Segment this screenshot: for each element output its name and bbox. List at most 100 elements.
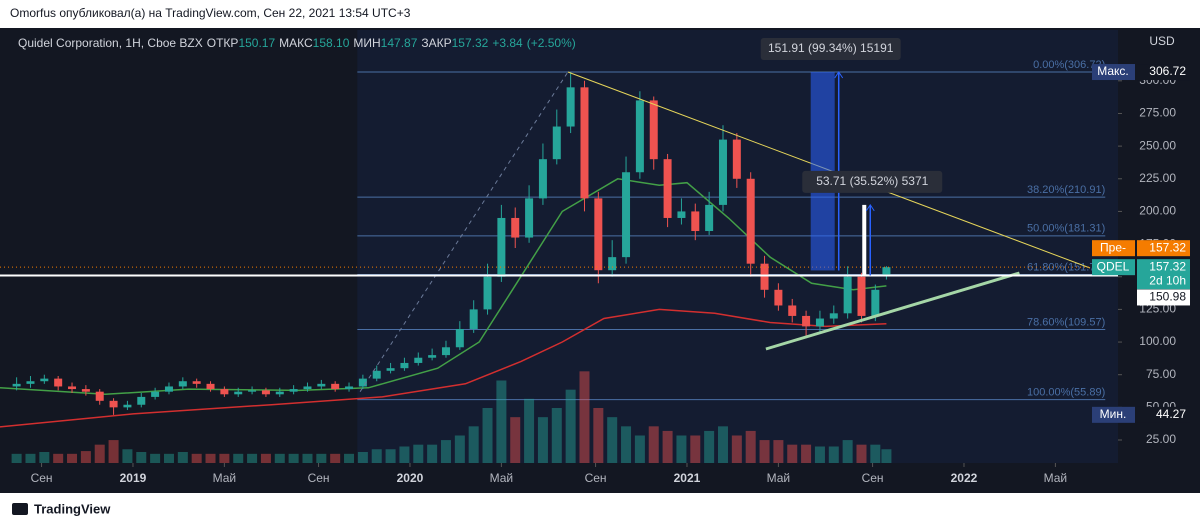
volume-bar [357, 452, 368, 463]
candle-body [206, 383, 215, 390]
badge-value: 157.32 [1149, 259, 1186, 273]
volume-bar [427, 444, 438, 463]
volume-bar [330, 453, 341, 463]
ohlc-label: ЗАКР [421, 36, 452, 50]
volume-bar [413, 444, 424, 463]
volume-bar [468, 426, 479, 463]
volume-bar [870, 444, 881, 463]
y-tick-label: 75.00 [1146, 367, 1176, 381]
candle-body [68, 386, 77, 390]
candle-body [857, 276, 866, 316]
change-pct: (+2.50%) [526, 36, 576, 50]
ma-line [0, 308, 887, 428]
candle-body [511, 217, 520, 238]
ohlc-label: МИН [353, 36, 381, 50]
volume-bar [676, 435, 687, 463]
badge-label: Пре- [1100, 240, 1126, 254]
volume-bar [814, 446, 825, 463]
y-tick-label: 250.00 [1139, 138, 1176, 152]
ohlc-value: 157.32 [451, 36, 489, 50]
candle-body [414, 357, 423, 363]
volume-bar [191, 453, 202, 463]
candle-body [275, 391, 284, 395]
candle-body [871, 289, 880, 316]
measure-arrow-head [834, 71, 844, 79]
candle-body [552, 126, 561, 160]
volume-bar [122, 449, 133, 463]
x-tick-label: Май [213, 471, 237, 485]
volume-bar [25, 453, 36, 463]
volume-bar [704, 430, 715, 463]
badge-value: 157.32 [1149, 240, 1186, 254]
volume-bar [510, 417, 521, 463]
legend: Quidel Corporation, 1H, Cboe BZX ОТКР150.… [18, 36, 580, 50]
candle-body [677, 211, 686, 218]
candle-body [428, 355, 437, 358]
candle-body [760, 263, 769, 290]
plot: 25.0050.0075.00100.00125.00150.00175.002… [0, 30, 1190, 485]
ma-line [0, 178, 887, 396]
candle-body [538, 159, 547, 199]
measure-label-box [760, 38, 901, 61]
x-tick-label: Май [1044, 471, 1068, 485]
fib-label: 0.00%(306.72) [1033, 59, 1105, 71]
candle-body [234, 391, 243, 395]
x-tick-label: Сен [31, 471, 53, 485]
ohlc-label: ОТКР [206, 36, 239, 50]
volume-bar [316, 453, 327, 463]
candle-body [386, 368, 395, 371]
hline-badge-box [1137, 289, 1190, 306]
candle-body [788, 305, 797, 316]
badge-label-box [1092, 406, 1135, 423]
x-tick-label: Сен [308, 471, 330, 485]
volume-bar [247, 453, 258, 463]
x-tick-label: 2021 [674, 471, 701, 485]
candle-body [469, 309, 478, 329]
candle-body [372, 370, 381, 379]
volume-bar [205, 453, 216, 463]
candle-body [317, 383, 326, 387]
fib-label: 50.00%(181.31) [1027, 223, 1105, 235]
volume-bar [219, 453, 230, 463]
measure-range [862, 204, 867, 276]
volume-bar [150, 453, 161, 463]
candle-body [345, 386, 354, 390]
x-tick-label: Сен [585, 471, 607, 485]
candle-body [746, 178, 755, 264]
volume-bar [67, 453, 78, 463]
volume-bar [440, 440, 451, 463]
volume-bar [634, 435, 645, 463]
volume-bar [731, 435, 742, 463]
x-tick-label: 2020 [397, 471, 424, 485]
candle-body [649, 100, 658, 160]
volume-bar [385, 449, 396, 463]
volume-bar [662, 430, 673, 463]
logo [12, 503, 28, 515]
volume-bar [856, 444, 867, 463]
currency: USD [1149, 34, 1175, 48]
candle-body [455, 328, 464, 348]
volume-bar [717, 426, 728, 463]
ohlc-value: 150.17 [238, 36, 276, 50]
volume-bar [371, 449, 382, 463]
volume-bar [551, 408, 562, 463]
badge-value: 44.27 [1156, 407, 1186, 421]
badge-value-box [1137, 240, 1190, 257]
y-tick-label: 200.00 [1139, 204, 1176, 218]
measure-label-box [802, 170, 943, 193]
candle-body [303, 386, 312, 390]
volume-bar [344, 453, 355, 463]
volume-bar [801, 444, 812, 463]
fib-label: 100.00%(55.89) [1027, 387, 1105, 399]
candle-body [40, 378, 49, 382]
candle-body [441, 347, 450, 356]
volume-bar [177, 452, 188, 463]
volume-bar [108, 440, 119, 463]
badge-label: Мин. [1100, 407, 1127, 421]
volume-bar [39, 452, 50, 463]
candle-body [774, 289, 783, 306]
candle-body [178, 381, 187, 387]
candle-body [691, 211, 700, 232]
candle-body [109, 400, 118, 408]
